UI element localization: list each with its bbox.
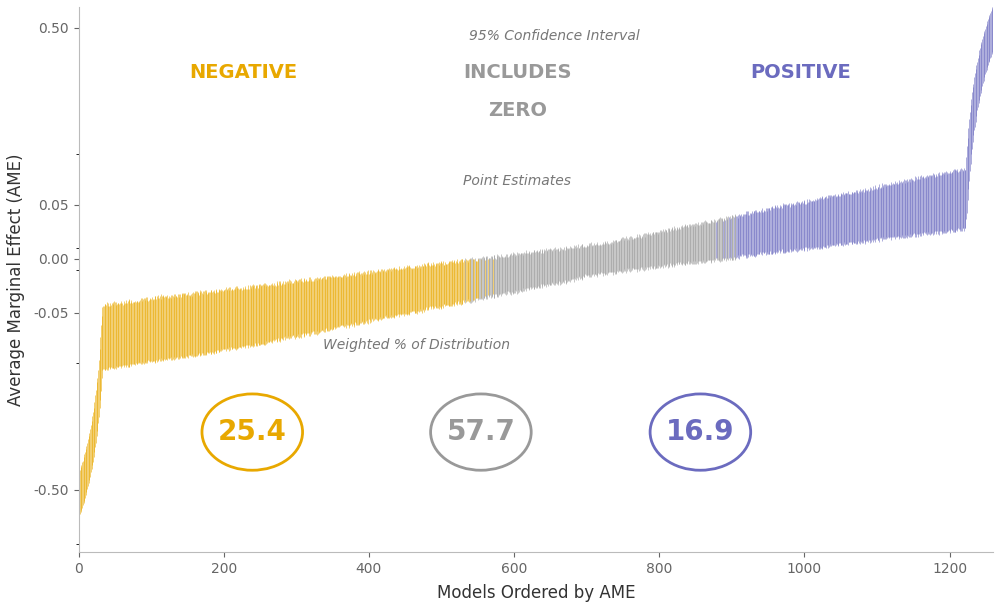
- Text: ZERO: ZERO: [488, 101, 547, 120]
- Text: Weighted % of Distribution: Weighted % of Distribution: [323, 338, 510, 352]
- Text: 57.7: 57.7: [446, 418, 515, 446]
- Text: 16.9: 16.9: [666, 418, 735, 446]
- Text: 95% Confidence Interval: 95% Confidence Interval: [469, 29, 639, 43]
- Text: NEGATIVE: NEGATIVE: [189, 63, 297, 82]
- Text: 25.4: 25.4: [218, 418, 287, 446]
- X-axis label: Models Ordered by AME: Models Ordered by AME: [437, 584, 635, 602]
- Text: POSITIVE: POSITIVE: [751, 63, 851, 82]
- Text: INCLUDES: INCLUDES: [463, 63, 572, 82]
- Text: Point Estimates: Point Estimates: [463, 174, 571, 188]
- Y-axis label: Average Marginal Effect (AME): Average Marginal Effect (AME): [7, 153, 25, 406]
